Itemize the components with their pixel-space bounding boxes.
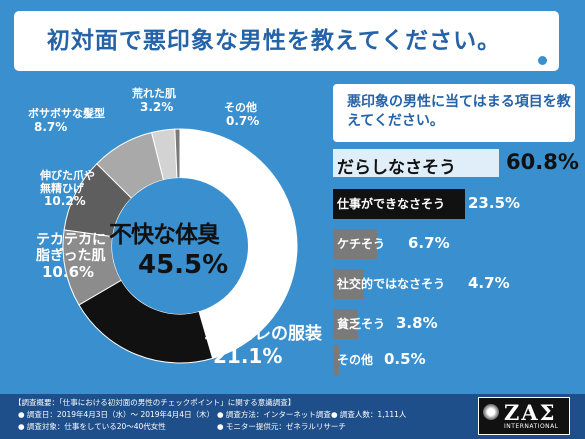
bar-value-0: 60.8% [506, 150, 579, 174]
bar-value-5: 0.5% [384, 350, 426, 368]
label-other: その他 0.7% [224, 101, 260, 128]
label-clothes: ヨレヨレの服装 21.1% [203, 324, 322, 368]
bar-panel-header: 悪印象の男性に当てはまる項目を教えてください。 [333, 84, 575, 142]
footer-survey-date: ● 調査日：2019年4月3日（水）～ 2019年4月4日（木） [18, 410, 215, 419]
bar-0 [333, 149, 499, 177]
label-clothes-name: ヨレヨレの服装 [203, 324, 322, 344]
center-label-name: 不快な体臭 [109, 222, 220, 248]
title-box: 初対面で悪印象な男性を教えてください。 [14, 11, 559, 71]
logo-burst-icon [483, 404, 499, 420]
footer-survey-title: 【調査概要：「仕事における初対面の男性のチェックポイント」に関する意識調査】 [14, 398, 296, 407]
label-rough-value: 3.2% [140, 99, 174, 114]
label-nails-name-1: 伸びた爪や [40, 169, 95, 182]
label-other-value: 0.7% [226, 113, 260, 128]
label-nails-name-2: 無精ひげ [40, 181, 84, 195]
bar-value-2: 6.7% [408, 234, 450, 252]
logo-subtext: INTERNATIONAL [504, 423, 559, 430]
bar-value-3: 4.7% [468, 274, 510, 292]
label-hair-value: 8.7% [34, 119, 68, 134]
label-clothes-value: 21.1% [213, 343, 283, 368]
label-rough: 荒れた肌 3.2% [132, 87, 176, 114]
bar-value-4: 3.8% [396, 314, 438, 332]
bar-label-4: 貧乏そう [337, 317, 386, 331]
bar-3 [333, 269, 364, 299]
bar-label-2: ケチそう [337, 237, 386, 251]
label-hair: ボサボサな髪型 8.7% [28, 107, 105, 134]
center-label-value: 45.5% [138, 250, 229, 280]
bar-label-0: だらしなさそう [337, 158, 456, 178]
company-logo: ZAΣ INTERNATIONAL [478, 397, 570, 435]
bar-label-5: その他 [337, 353, 374, 367]
bar-5 [333, 345, 339, 375]
footer-survey-method: ● 調査方法：インターネット調査 [217, 410, 331, 419]
bar-label-1: 仕事ができなさそう [337, 197, 446, 211]
label-hair-name: ボサボサな髪型 [28, 107, 105, 120]
footer-survey-count: ● 調査人数：1,111人 [331, 410, 407, 419]
bar-label-3: 社交的ではなさそう [337, 277, 446, 291]
logo-text: ZAΣ [504, 400, 557, 425]
bar-2 [333, 229, 377, 259]
label-other-name: その他 [224, 101, 257, 114]
label-skin: テカテカに 脂ぎった肌 10.6% [36, 232, 106, 281]
label-rough-name: 荒れた肌 [132, 87, 176, 100]
bar-1 [333, 189, 465, 219]
label-nails: 伸びた爪や 無精ひげ 10.2% [40, 169, 95, 209]
bar-4 [333, 309, 358, 339]
label-skin-value: 10.6% [42, 263, 95, 282]
footer-survey-provider: ● モニター提供元：ゼネラルリサーチ [217, 422, 346, 431]
bar-panel-title: 悪印象の男性に当てはまる項目を教えてください。 [347, 94, 571, 129]
bar-value-1: 23.5% [468, 194, 521, 212]
label-nails-value: 10.2% [44, 194, 86, 209]
label-skin-name-2: 脂ぎった肌 [36, 248, 106, 265]
label-skin-name-1: テカテカに [36, 232, 106, 248]
chart-title: 初対面で悪印象な男性を教えてください。 [46, 28, 502, 54]
title-dot [538, 56, 547, 65]
footer-survey-target: ● 調査対象：仕事をしている20～40代女性 [18, 422, 166, 431]
donut-hole [112, 178, 248, 314]
